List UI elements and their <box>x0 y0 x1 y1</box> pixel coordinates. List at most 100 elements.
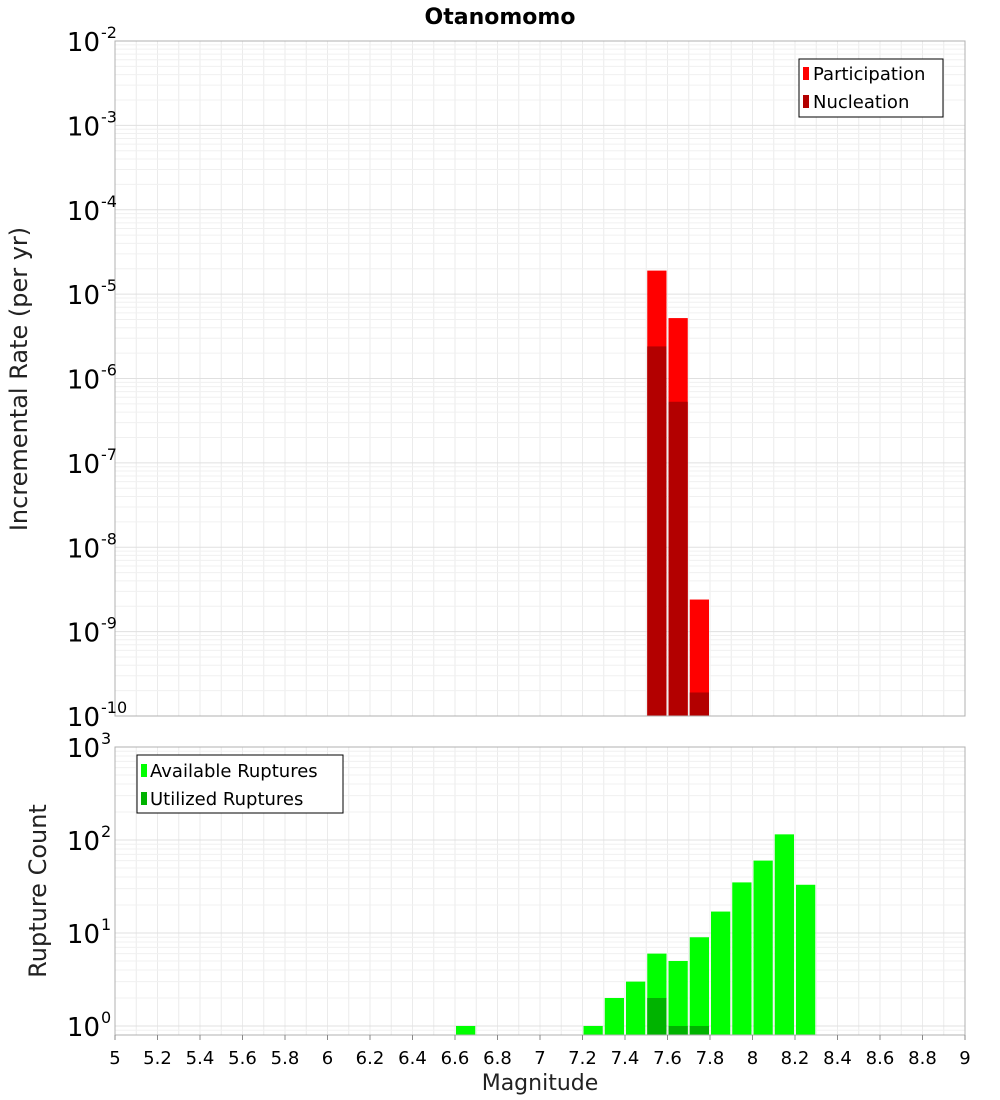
count-y-tick-exponent: 2 <box>101 822 111 841</box>
rate-y-tick-base: 10 <box>67 281 100 311</box>
rate-y-ticks: 10-210-310-410-510-610-710-810-910-10 <box>67 23 127 733</box>
rate-y-tick: 10 -5 <box>67 276 117 311</box>
x-tick-label: 7.4 <box>611 1048 640 1069</box>
rate-plot-frame <box>114 40 966 717</box>
x-tick-label: 5.2 <box>143 1048 172 1069</box>
count-y-tick-base: 10 <box>67 827 100 857</box>
rate-y-tick-base: 10 <box>67 450 100 480</box>
count-y-tick-exponent: 1 <box>101 915 111 934</box>
count-bar-primary <box>583 1025 603 1035</box>
count-legend-box <box>136 754 344 814</box>
count-y-tick: 10 0 <box>67 1008 111 1043</box>
rate-y-tick-base: 10 <box>67 703 100 733</box>
rate-y-tick-exponent: -3 <box>101 107 117 126</box>
rate-bar-secondary <box>689 692 709 716</box>
count-x-ticks: 5 5.2 5.4 5.6 5.8 6 6.2 6.4 6.6 6.8 7 7.2 7.4 7.6 7.8 8… <box>109 1035 971 1069</box>
rate-y-tick-base: 10 <box>67 28 100 58</box>
count-bar-primary <box>732 882 752 1035</box>
rate-legend-box <box>798 58 944 118</box>
rate-y-axis-label: Incremental Rate (per yr) <box>5 227 33 531</box>
count-bar-primary <box>711 911 731 1035</box>
rate-bar-primary <box>689 599 709 716</box>
x-tick-label: 6.6 <box>441 1048 470 1069</box>
count-y-tick-base: 10 <box>67 734 100 764</box>
rate-y-tick-base: 10 <box>67 619 100 649</box>
rate-y-tick: 10 -3 <box>67 107 117 142</box>
count-bar-primary <box>626 981 646 1035</box>
x-tick-label: 8.6 <box>866 1048 895 1069</box>
rate-y-tick: 10 -10 <box>67 698 127 733</box>
rate-y-tick-exponent: -10 <box>101 698 127 717</box>
count-y-tick-exponent: 0 <box>101 1008 111 1027</box>
x-tick-label: 5.6 <box>228 1048 257 1069</box>
rate-bar-secondary <box>668 401 688 716</box>
available-legend-label: Available Ruptures <box>150 761 318 782</box>
rate-bars <box>647 270 709 716</box>
participation-legend-swatch <box>803 67 809 80</box>
rate-y-tick-base: 10 <box>67 534 100 564</box>
count-y-tick-base: 10 <box>67 1013 100 1043</box>
count-bar-primary <box>689 937 709 1035</box>
rate-y-tick-exponent: -9 <box>101 614 117 633</box>
count-bar-secondary <box>689 1025 709 1035</box>
count-y-tick: 10 2 <box>67 822 111 857</box>
rate-y-tick-exponent: -6 <box>101 361 117 380</box>
rate-grid <box>115 40 965 717</box>
x-tick-label: 5 <box>109 1048 120 1069</box>
rate-y-tick-exponent: -5 <box>101 276 117 295</box>
count-bar-primary <box>668 960 688 1035</box>
x-tick-label: 7 <box>534 1048 545 1069</box>
count-y-tick-base: 10 <box>67 920 100 950</box>
rate-y-tick-base: 10 <box>67 197 100 227</box>
x-tick-label: 5.4 <box>186 1048 215 1069</box>
rate-panel: 10-210-310-410-510-610-710-810-910-10 In… <box>5 23 966 733</box>
chart-title: Otanomomo <box>425 5 576 30</box>
rate-y-tick-base: 10 <box>67 366 100 396</box>
count-bar-secondary <box>647 997 667 1035</box>
rate-legend: Participation Nucleation <box>798 58 944 118</box>
rate-y-tick-exponent: -2 <box>101 23 117 42</box>
count-legend: Available Ruptures Utilized Ruptures <box>136 754 344 814</box>
rate-y-tick-exponent: -8 <box>101 529 117 548</box>
nucleation-legend-label: Nucleation <box>813 92 909 113</box>
count-x-axis-label: Magnitude <box>482 1071 599 1096</box>
nucleation-legend-swatch <box>803 95 809 108</box>
count-bar-secondary <box>668 1025 688 1035</box>
x-tick-label: 5.8 <box>271 1048 300 1069</box>
x-tick-label: 8.2 <box>781 1048 810 1069</box>
count-bar-primary <box>774 834 794 1035</box>
utilized-legend-swatch <box>141 792 147 805</box>
rate-y-tick: 10 -8 <box>67 529 117 564</box>
x-tick-label: 6.8 <box>483 1048 512 1069</box>
x-tick-label: 8 <box>747 1048 758 1069</box>
rate-y-tick: 10 -7 <box>67 445 117 480</box>
count-y-tick-exponent: 3 <box>101 729 111 748</box>
rate-y-tick: 10 -9 <box>67 614 117 649</box>
rate-y-tick-base: 10 <box>67 112 100 142</box>
rate-y-tick: 10 -2 <box>67 23 117 58</box>
available-legend-swatch <box>141 764 147 777</box>
x-tick-label: 7.6 <box>653 1048 682 1069</box>
rate-y-tick: 10 -4 <box>67 192 117 227</box>
x-tick-label: 6.4 <box>398 1048 427 1069</box>
rate-y-tick-exponent: -7 <box>101 445 117 464</box>
x-tick-label: 7.2 <box>568 1048 597 1069</box>
count-bar-primary <box>456 1025 476 1035</box>
x-tick-label: 9 <box>959 1048 970 1069</box>
count-bar-primary <box>753 860 773 1035</box>
utilized-legend-label: Utilized Ruptures <box>150 789 303 810</box>
count-bars <box>456 834 816 1035</box>
count-bar-primary <box>604 997 624 1035</box>
count-y-tick: 10 3 <box>67 729 111 764</box>
x-tick-label: 8.4 <box>823 1048 852 1069</box>
x-tick-label: 6 <box>322 1048 333 1069</box>
rate-y-tick: 10 -6 <box>67 361 117 396</box>
count-y-tick: 10 1 <box>67 915 111 950</box>
rate-bar-secondary <box>647 346 667 716</box>
x-tick-label: 6.2 <box>356 1048 385 1069</box>
x-tick-label: 7.8 <box>696 1048 725 1069</box>
x-tick-label: 8.8 <box>908 1048 937 1069</box>
